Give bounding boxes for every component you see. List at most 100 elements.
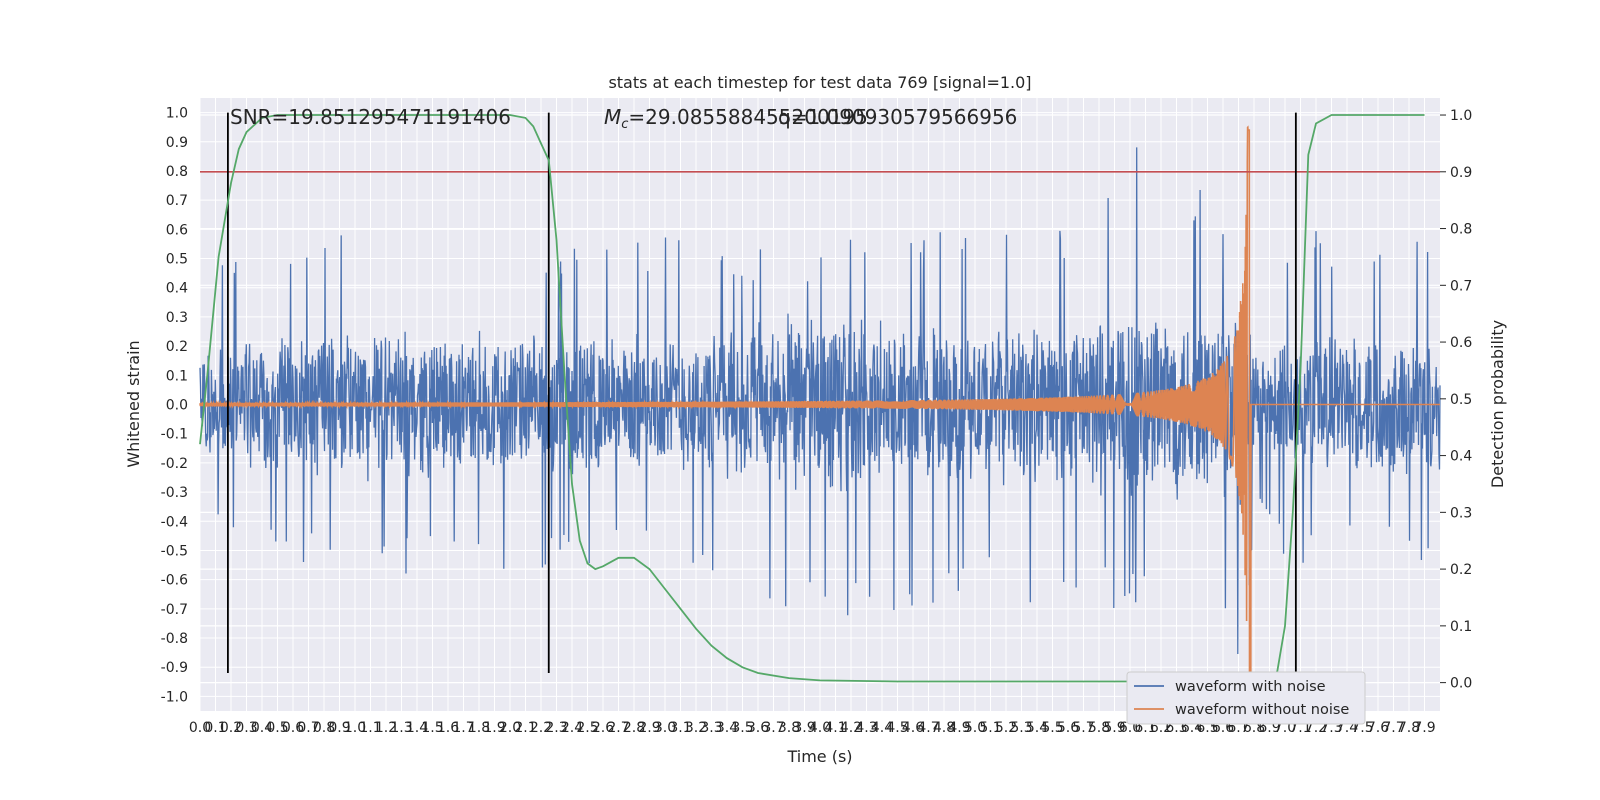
x-tick-label: 2.2 [530, 720, 552, 736]
y2-tick-label: 0.4 [1450, 449, 1472, 465]
y-tick-label: 0.6 [166, 222, 188, 238]
mass-ratio-annotation: q=1.090930579566956 [778, 105, 1017, 129]
x-tick-label: 0.6 [282, 720, 304, 736]
legend-box [1126, 671, 1366, 725]
x-tick-label: 0.8 [313, 720, 335, 736]
x-tick-label: 2.9 [638, 720, 660, 736]
y2-tick-label: 0.2 [1450, 562, 1472, 578]
waveform-without-noise-line [199, 125, 1440, 686]
x-tick-label: 1.2 [375, 720, 397, 736]
x-tick-label: 4.6 [902, 720, 924, 736]
x-tick-label: 7.6 [1367, 720, 1389, 736]
y2-tick-label: 0.3 [1450, 505, 1472, 521]
x-tick-label: 5.8 [1088, 720, 1110, 736]
y2-axis-label: Detection probability [1488, 320, 1507, 488]
legend-label-without-noise: waveform without noise [1175, 702, 1349, 718]
x-tick-label: 1.1 [359, 720, 381, 736]
y-tick-label: -0.5 [161, 543, 188, 559]
x-tick-label: 2.3 [545, 720, 567, 736]
x-tick-label: 1.7 [452, 720, 474, 736]
y-tick-label: 0.7 [166, 193, 188, 209]
y-tick-label: 0.9 [166, 135, 188, 151]
x-tick-label: 1.0 [344, 720, 366, 736]
x-tick-label: 2.8 [623, 720, 645, 736]
x-tick-label: 5.2 [995, 720, 1017, 736]
x-tick-label: 5.7 [1072, 720, 1094, 736]
y2-tick-label: 1.0 [1450, 108, 1472, 124]
x-tick-label: 0.4 [251, 720, 273, 736]
x-tick-label: 3.7 [762, 720, 784, 736]
y2-tick-labels: 1.0 0.9 0.8 0.7 0.6 0.5 0.4 0.3 0.2 0.1 0.0 [1440, 108, 1472, 692]
x-tick-label: 1.4 [406, 720, 428, 736]
chirp-mass-annotation: Mc=29.085588455200195 [604, 105, 868, 132]
x-axis-label: Time (s) [786, 747, 852, 766]
snr-annotation: SNR=19.851295471191406 [230, 105, 511, 129]
detection-probability-line [199, 114, 1425, 683]
x-tick-label: 2.5 [576, 720, 598, 736]
x-tick-label: 4.1 [824, 720, 846, 736]
y-tick-label: 0.2 [166, 339, 188, 355]
x-tick-label: 5.1 [979, 720, 1001, 736]
x-tick-label: 7.8 [1398, 720, 1420, 736]
x-tick-label: 7.7 [1382, 720, 1404, 736]
x-tick-label: 4.8 [933, 720, 955, 736]
x-tick-label: 5.9 [1103, 720, 1125, 736]
y-tick-label: -0.1 [161, 427, 188, 443]
x-tick-label: 1.5 [421, 720, 443, 736]
y-tick-labels: 1.0 0.9 0.8 0.7 0.6 0.5 0.4 0.3 0.2 0.1 0.0 -0.1 -0.… [161, 106, 188, 706]
x-tick-label: 0.3 [235, 720, 257, 736]
x-tick-label: 4.5 [886, 720, 908, 736]
y-tick-label: -0.6 [161, 573, 188, 589]
y-axis-label: Whitened strain [124, 340, 143, 467]
x-tick-label: 3.8 [778, 720, 800, 736]
chirp-mass-subscript: c [621, 117, 628, 132]
x-tick-label: 5.4 [1026, 720, 1048, 736]
legend: waveform with noise waveform without noi… [1126, 671, 1366, 725]
x-tick-label: 1.9 [483, 720, 505, 736]
x-tick-label: 2.7 [607, 720, 629, 736]
x-tick-label: 1.3 [390, 720, 412, 736]
y-tick-label: 0.5 [166, 252, 188, 268]
x-tick-label: 3.3 [700, 720, 722, 736]
x-tick-label: 3.1 [669, 720, 691, 736]
x-tick-label: 2.1 [514, 720, 536, 736]
x-tick-label: 0.1 [204, 720, 226, 736]
y2-tick-label: 0.0 [1450, 676, 1472, 692]
y-tick-label: 0.8 [166, 164, 188, 180]
x-tick-label: 3.6 [747, 720, 769, 736]
x-tick-label: 2.4 [561, 720, 583, 736]
x-tick-label: 0.9 [328, 720, 350, 736]
x-tick-label: 0.2 [220, 720, 242, 736]
y2-tick-label: 0.9 [1450, 165, 1472, 181]
legend-label-with-noise: waveform with noise [1175, 679, 1326, 695]
x-tick-label: 5.3 [1010, 720, 1032, 736]
y2-tick-label: 0.7 [1450, 278, 1472, 294]
x-tick-label: 0.7 [297, 720, 319, 736]
x-tick-label: 0.0 [189, 720, 211, 736]
x-tick-label: 5.0 [964, 720, 986, 736]
x-tick-label: 1.6 [437, 720, 459, 736]
chart-title: stats at each timestep for test data 769… [608, 73, 1031, 92]
y-tick-label: -0.7 [161, 602, 188, 618]
x-tick-label: 3.9 [793, 720, 815, 736]
y-tick-label: 0.1 [166, 368, 188, 384]
x-tick-label: 1.8 [468, 720, 490, 736]
chirp-mass-symbol: M [604, 105, 621, 129]
y-tick-label: -0.8 [161, 631, 188, 647]
x-tick-label: 5.5 [1041, 720, 1063, 736]
x-tick-label: 4.4 [871, 720, 893, 736]
x-tick-label: 7.9 [1413, 720, 1435, 736]
y-tick-label: -0.4 [161, 514, 188, 530]
y2-tick-label: 0.5 [1450, 392, 1472, 408]
x-tick-label: 3.5 [731, 720, 753, 736]
y-tick-label: -1.0 [161, 689, 188, 705]
x-tick-label: 4.0 [809, 720, 831, 736]
series-waveform-without-noise [199, 125, 1440, 686]
series-detection-probability [199, 114, 1425, 683]
y-tick-label: -0.9 [161, 660, 188, 676]
x-tick-label: 2.6 [592, 720, 614, 736]
x-tick-label: 3.2 [685, 720, 707, 736]
x-tick-label: 5.6 [1057, 720, 1079, 736]
x-tick-label: 4.2 [840, 720, 862, 736]
